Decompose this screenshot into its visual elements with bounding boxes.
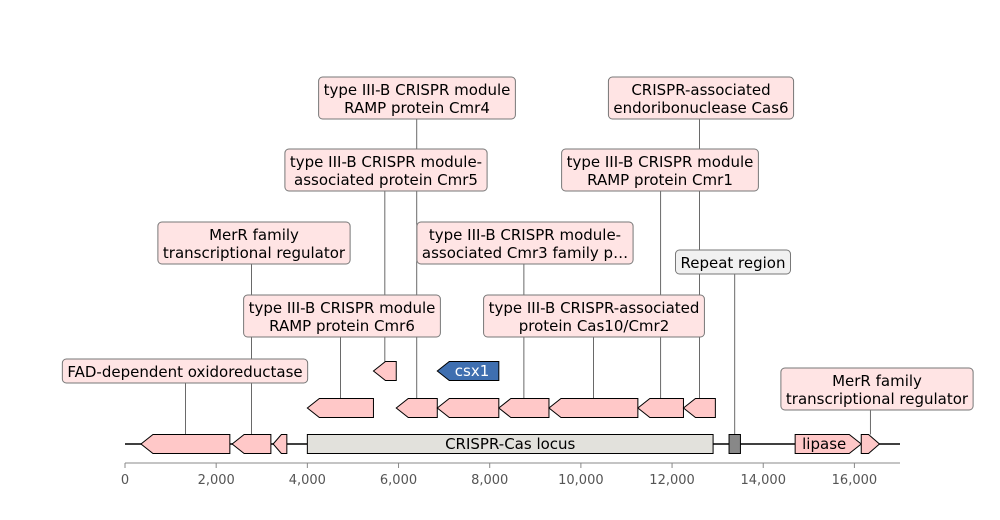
gene-lipase <box>794 434 863 454</box>
annotation-box <box>318 76 516 120</box>
tick-label: 8,000 <box>471 473 508 488</box>
annotation-text: CRISPR-associated endoribonuclease Cas6 <box>613 81 788 117</box>
x-axis: 0 2,000 4,000 6,000 8,000 10,000 12,000 14,000 1… <box>121 462 900 488</box>
gene-inline-label: csx1 <box>455 362 489 380</box>
gene-cmr3 <box>498 398 550 418</box>
tick-label: 10,000 <box>558 473 604 488</box>
annotation-repeat: Repeat region <box>674 249 792 275</box>
annotation-box <box>607 76 795 120</box>
annotation-text: type III-B CRISPR-associated protein Cas1… <box>489 299 700 335</box>
annotation-text: type III-B CRISPR module RAMP protein Cmr… <box>324 81 511 117</box>
tick-label: 6,000 <box>380 473 417 488</box>
tick-label: 4,000 <box>289 473 326 488</box>
gene-cmr6 <box>306 398 374 418</box>
gene-cmr5 <box>372 361 397 381</box>
annotation-cmr3: type III-B CRISPR module-associated Cmr3… <box>416 221 634 265</box>
annotation-box <box>561 148 759 192</box>
annotation-box <box>674 249 792 275</box>
crispr-cas-locus <box>306 434 714 454</box>
annotation-text: Repeat region <box>680 254 785 272</box>
annotation-merr2: MerR family transcriptional regulator <box>780 367 974 411</box>
annotation-box <box>284 148 488 192</box>
annotation-cas10: type III-B CRISPR-associated protein Cas1… <box>483 294 705 338</box>
tick-label: 0 <box>121 473 129 488</box>
annotation-labels: FAD-dependent oxidoreductase MerR family t… <box>61 76 974 411</box>
gene-inline-label: lipase <box>802 435 846 453</box>
gene-cmr4 <box>395 398 438 418</box>
annotation-text: type III-B CRISPR module RAMP protein Cmr… <box>567 153 754 189</box>
annotation-text: FAD-dependent oxidoreductase <box>67 363 302 381</box>
gene-cas6 <box>682 398 716 418</box>
annotation-box <box>243 294 441 338</box>
features: CRISPR-Cas locus csx1 lipase <box>140 361 881 454</box>
gene-merr1 <box>231 434 272 454</box>
tick-label: 16,000 <box>832 473 878 488</box>
annotation-text: type III-B CRISPR module RAMP protein Cmr… <box>249 299 436 335</box>
locus-label: CRISPR-Cas locus <box>445 435 575 453</box>
annotation-text: MerR family transcriptional regulator <box>786 372 969 408</box>
gene-small1 <box>272 434 288 454</box>
gene-cmr1 <box>637 398 684 418</box>
annotation-box <box>416 221 634 265</box>
annotation-cmr4: type III-B CRISPR module RAMP protein Cmr… <box>318 76 516 120</box>
repeat-region-feature <box>728 434 741 454</box>
annotation-fad: FAD-dependent oxidoreductase <box>61 358 309 384</box>
gene-csx1 <box>436 361 500 381</box>
annotation-box <box>157 221 351 265</box>
annotation-text: type III-B CRISPR module-associated Cmr3… <box>422 226 628 262</box>
tick-label: 2,000 <box>198 473 235 488</box>
gene-g8 <box>436 398 500 418</box>
annotation-merr1: MerR family transcriptional regulator <box>157 221 351 265</box>
tick-label: 14,000 <box>740 473 786 488</box>
gene-fad <box>140 434 231 454</box>
annotation-box <box>483 294 705 338</box>
annotation-cmr5: type III-B CRISPR module-associated prot… <box>284 148 488 192</box>
annotation-text: type III-B CRISPR module-associated prot… <box>290 153 482 189</box>
gene-cas10 <box>548 398 639 418</box>
annotation-cmr1: type III-B CRISPR module RAMP protein Cmr… <box>561 148 759 192</box>
tick-label: 12,000 <box>649 473 695 488</box>
annotation-box <box>780 367 974 411</box>
annotation-cmr6: type III-B CRISPR module RAMP protein Cmr… <box>243 294 441 338</box>
gene-merr2 <box>860 434 881 454</box>
annotation-box <box>61 358 309 384</box>
annotation-cas6: CRISPR-associated endoribonuclease Cas6 <box>607 76 795 120</box>
annotation-text: MerR family transcriptional regulator <box>163 226 346 262</box>
